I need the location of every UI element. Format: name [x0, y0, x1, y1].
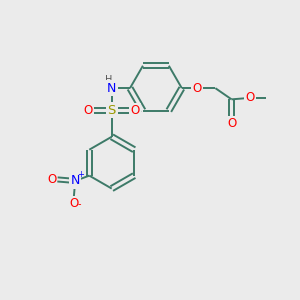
- Text: N: N: [70, 174, 80, 188]
- Text: N: N: [107, 82, 116, 95]
- Text: -: -: [78, 200, 81, 209]
- Text: O: O: [227, 117, 236, 130]
- Text: O: O: [83, 104, 93, 117]
- Text: H: H: [104, 75, 112, 85]
- Text: +: +: [77, 170, 84, 179]
- Text: S: S: [107, 104, 116, 117]
- Text: O: O: [245, 92, 254, 104]
- Text: O: O: [69, 197, 78, 210]
- Text: O: O: [47, 173, 56, 186]
- Text: O: O: [131, 104, 140, 117]
- Text: O: O: [193, 82, 202, 95]
